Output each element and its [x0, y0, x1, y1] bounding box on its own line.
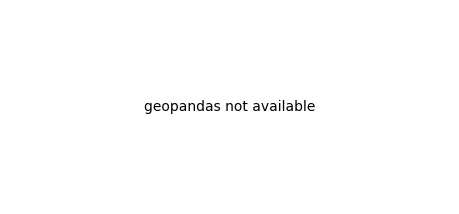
- Text: geopandas not available: geopandas not available: [144, 100, 315, 114]
